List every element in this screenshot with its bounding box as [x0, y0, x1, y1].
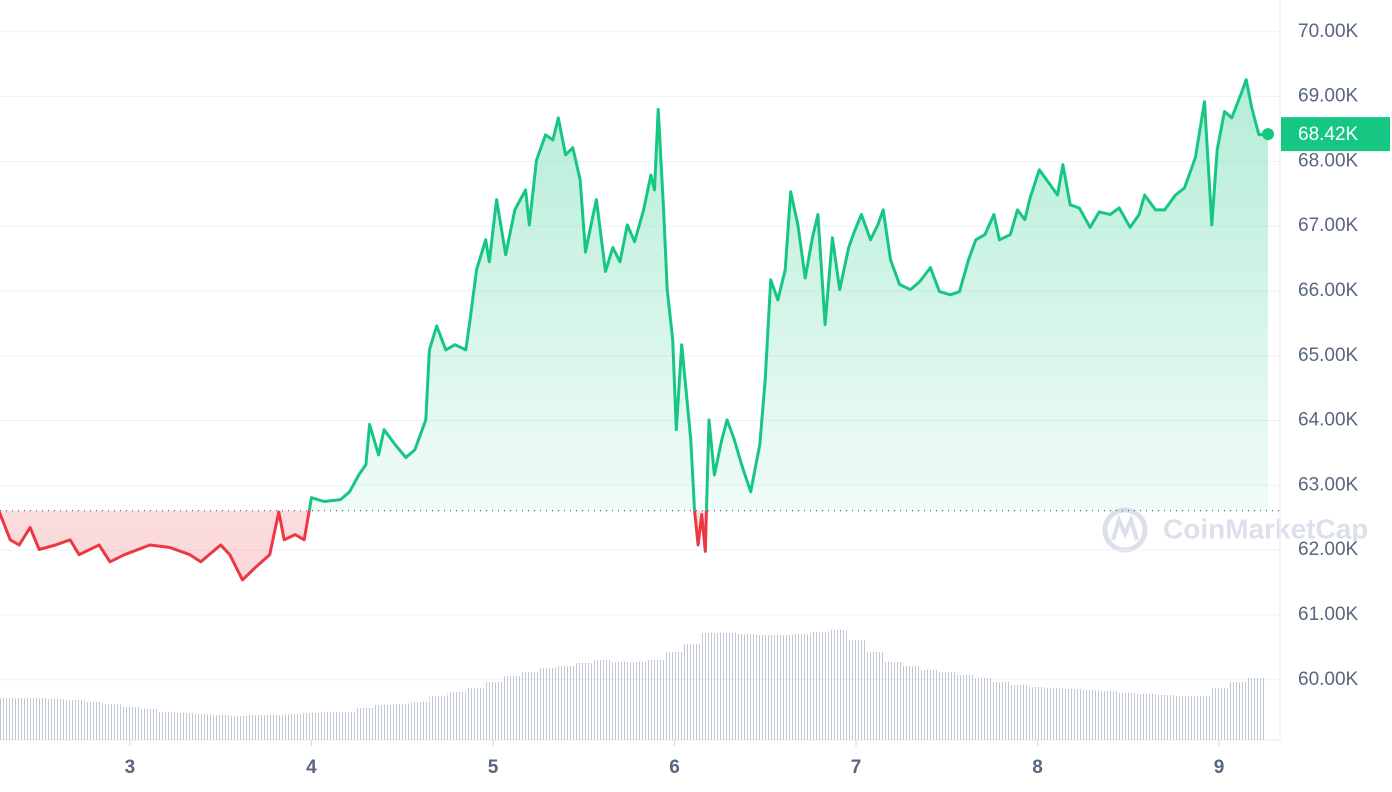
y-tick-label: 61.00K — [1298, 604, 1359, 625]
volume-bar — [66, 700, 85, 740]
x-tick-label: 5 — [488, 757, 499, 778]
volume-bar — [1028, 687, 1047, 740]
volume-bar — [520, 672, 539, 740]
volume-bar — [1191, 696, 1210, 740]
y-tick-label: 65.00K — [1298, 345, 1359, 366]
volume-bar — [774, 635, 793, 740]
volume-bar — [483, 682, 503, 740]
area-up — [309, 79, 1269, 511]
y-tick-label: 62.00K — [1298, 539, 1359, 560]
volume-bar — [665, 652, 684, 740]
volume-bar — [338, 712, 357, 740]
x-tick-label: 3 — [125, 757, 136, 778]
volume-bar — [1064, 689, 1083, 740]
y-tick-label: 67.00K — [1298, 215, 1359, 236]
volume-bar — [193, 714, 212, 740]
price-tag-label: 68.42K — [1298, 124, 1359, 145]
x-tick-label: 6 — [669, 757, 680, 778]
volume-bar — [284, 714, 303, 740]
volume-bar — [846, 640, 866, 740]
volume-bar — [1137, 694, 1156, 740]
volume-bar — [901, 666, 920, 740]
volume-bar — [356, 708, 375, 740]
volume-bar — [266, 715, 285, 740]
volume-bar — [1010, 685, 1029, 740]
volume-bar — [211, 715, 230, 740]
volume-bar — [1101, 691, 1120, 740]
volume-bar — [175, 713, 194, 740]
volume-bar — [320, 712, 339, 740]
volume-bar — [1082, 690, 1102, 740]
volume-bar — [538, 668, 557, 740]
x-tick-label: 4 — [306, 757, 317, 778]
volume-bar — [610, 662, 630, 740]
volume-bar — [719, 633, 739, 740]
area-down — [0, 510, 1269, 580]
volume-bar — [810, 632, 829, 740]
volume-bar — [792, 634, 811, 740]
volume-bar — [157, 712, 176, 740]
volume-bar — [574, 663, 593, 740]
x-tick-label: 7 — [851, 757, 862, 778]
volume-bar — [502, 676, 521, 740]
volume-bar — [629, 662, 648, 740]
y-tick-label: 66.00K — [1298, 280, 1359, 301]
price-line-up — [278, 78, 1269, 511]
watermark-logo-mark — [1111, 514, 1139, 541]
volume-bar — [374, 705, 394, 740]
volume-bar — [1155, 695, 1174, 740]
volume-bar — [756, 635, 775, 740]
volume-bar — [883, 662, 902, 740]
volume-bar — [592, 660, 611, 740]
volume-bar — [84, 702, 103, 740]
volume-bar — [683, 644, 702, 740]
volume-bar — [1228, 682, 1247, 740]
volume-bar — [30, 698, 49, 740]
volume-bar — [302, 713, 321, 740]
last-point — [1262, 128, 1275, 141]
volume-bar — [229, 716, 248, 740]
volume-bar — [120, 707, 140, 740]
volume-bar — [1246, 678, 1265, 740]
volume-bar — [0, 698, 12, 740]
volume-bars — [0, 630, 1265, 740]
volume-bar — [973, 678, 993, 740]
volume-bar — [139, 709, 158, 740]
volume-bar — [1173, 696, 1192, 740]
volume-bar — [1209, 688, 1229, 740]
volume-bar — [102, 704, 121, 740]
volume-bar — [465, 688, 484, 740]
volume-bar — [1046, 688, 1065, 740]
y-tick-label: 63.00K — [1298, 474, 1359, 495]
x-tick-label: 9 — [1214, 757, 1225, 778]
watermark-text: CoinMarketCap — [1163, 513, 1368, 544]
y-tick-label: 60.00K — [1298, 669, 1359, 690]
volume-bar — [11, 698, 31, 740]
volume-bar — [937, 672, 956, 740]
volume-bar — [1119, 693, 1138, 740]
volume-bar — [556, 666, 575, 740]
y-tick-label: 69.00K — [1298, 86, 1359, 107]
y-tick-label: 70.00K — [1298, 21, 1359, 42]
volume-bar — [48, 699, 67, 740]
volume-bar — [247, 715, 267, 740]
y-tick-label: 64.00K — [1298, 410, 1359, 431]
price-tag — [1281, 117, 1390, 152]
volume-bar — [429, 696, 448, 740]
volume-bar — [393, 704, 412, 740]
volume-bar — [828, 630, 847, 740]
volume-bar — [955, 675, 974, 740]
volume-bar — [738, 634, 757, 740]
volume-bar — [701, 633, 720, 740]
y-tick-label: 68.00K — [1298, 150, 1359, 171]
volume-bar — [992, 682, 1011, 740]
volume-bar — [865, 652, 884, 740]
x-tick-label: 8 — [1032, 757, 1043, 778]
volume-bar — [647, 660, 666, 740]
volume-bar — [447, 692, 466, 740]
volume-bar — [411, 702, 430, 740]
volume-bar — [919, 670, 938, 740]
